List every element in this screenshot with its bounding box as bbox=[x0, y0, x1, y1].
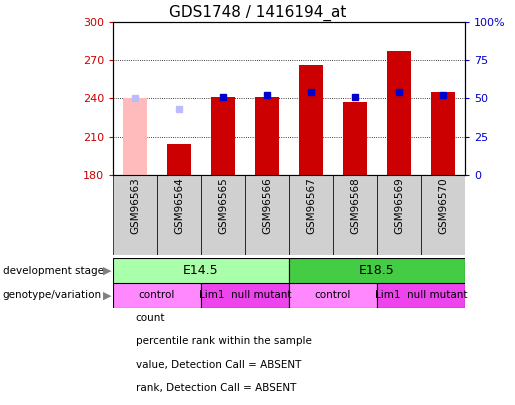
Text: percentile rank within the sample: percentile rank within the sample bbox=[135, 337, 312, 347]
Bar bbox=[113, 175, 157, 255]
Text: Lim1  null mutant: Lim1 null mutant bbox=[199, 290, 291, 301]
Bar bbox=[245, 175, 289, 255]
Bar bbox=[421, 175, 465, 255]
Text: GSM96564: GSM96564 bbox=[174, 177, 184, 234]
Bar bbox=[255, 96, 279, 175]
Text: control: control bbox=[139, 290, 175, 301]
Bar bbox=[333, 175, 377, 255]
Bar bbox=[377, 175, 421, 255]
Text: GDS1748 / 1416194_at: GDS1748 / 1416194_at bbox=[169, 5, 346, 21]
Text: genotype/variation: genotype/variation bbox=[3, 290, 101, 301]
Bar bbox=[289, 283, 377, 308]
Bar bbox=[211, 97, 235, 175]
Bar bbox=[157, 175, 201, 255]
Bar bbox=[299, 65, 323, 175]
Bar bbox=[289, 258, 465, 283]
Text: count: count bbox=[135, 313, 165, 323]
Text: GSM96569: GSM96569 bbox=[394, 177, 404, 234]
Text: GSM96568: GSM96568 bbox=[350, 177, 360, 234]
Text: ▶: ▶ bbox=[102, 290, 111, 301]
Bar bbox=[289, 175, 333, 255]
Bar bbox=[113, 283, 201, 308]
Text: GSM96567: GSM96567 bbox=[306, 177, 316, 234]
Bar bbox=[431, 92, 455, 175]
Text: GSM96566: GSM96566 bbox=[262, 177, 272, 234]
Text: GSM96565: GSM96565 bbox=[218, 177, 228, 234]
Bar bbox=[167, 145, 191, 175]
Text: control: control bbox=[315, 290, 351, 301]
Text: E14.5: E14.5 bbox=[183, 264, 219, 277]
Bar bbox=[343, 102, 367, 175]
Bar bbox=[201, 283, 289, 308]
Bar bbox=[123, 98, 147, 175]
Bar bbox=[113, 258, 289, 283]
Text: development stage: development stage bbox=[3, 266, 104, 275]
Text: GSM96570: GSM96570 bbox=[438, 177, 448, 234]
Text: rank, Detection Call = ABSENT: rank, Detection Call = ABSENT bbox=[135, 384, 296, 394]
Bar bbox=[201, 175, 245, 255]
Text: E18.5: E18.5 bbox=[359, 264, 395, 277]
Bar bbox=[387, 51, 411, 175]
Text: Lim1  null mutant: Lim1 null mutant bbox=[375, 290, 467, 301]
Text: GSM96563: GSM96563 bbox=[130, 177, 140, 234]
Text: value, Detection Call = ABSENT: value, Detection Call = ABSENT bbox=[135, 360, 301, 370]
Bar bbox=[377, 283, 465, 308]
Text: ▶: ▶ bbox=[102, 266, 111, 275]
